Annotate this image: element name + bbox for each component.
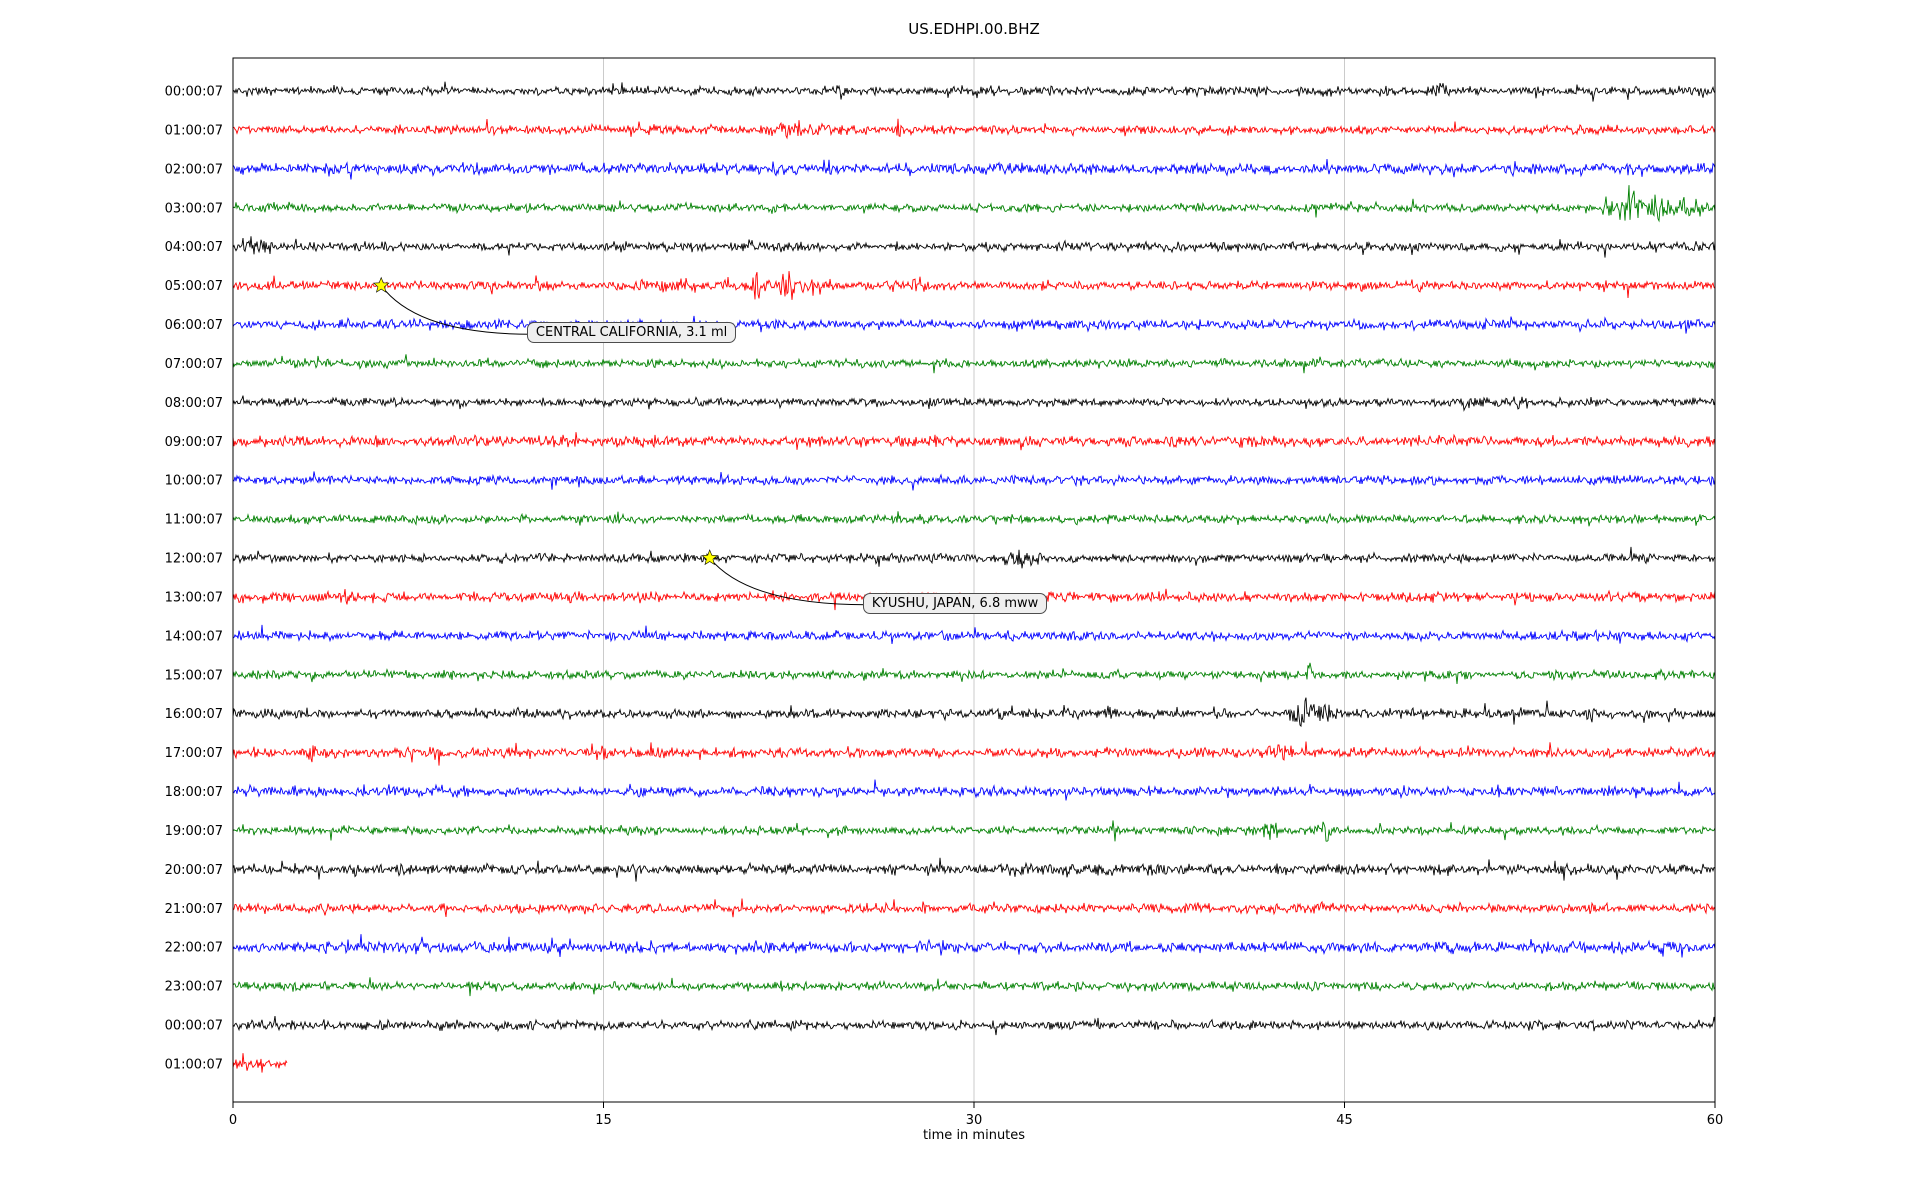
seismogram-trace-row-25: [232, 1053, 288, 1073]
seismogram-trace-row-2: [232, 158, 1716, 180]
seismogram-trace-row-7: [232, 354, 1716, 374]
trace-time-label: 15:00:07: [165, 668, 223, 683]
seismogram-trace-row-10: [232, 471, 1716, 491]
trace-time-label: 12:00:07: [165, 552, 223, 567]
trace-time-label: 20:00:07: [165, 863, 223, 878]
x-tick-label: 0: [229, 1113, 237, 1128]
trace-time-label: 04:00:07: [165, 240, 223, 255]
trace-time-label: 21:00:07: [165, 902, 223, 917]
seismogram-trace-row-18: [232, 779, 1716, 801]
trace-time-label: 10:00:07: [165, 474, 223, 489]
seismogram-trace-row-17: [232, 741, 1716, 766]
trace-time-label: 02:00:07: [165, 162, 223, 177]
trace-time-label: 13:00:07: [165, 590, 223, 605]
seismogram-trace-row-22: [232, 934, 1716, 958]
seismogram-trace-row-0: [232, 81, 1716, 102]
annotation-connector: [709, 557, 867, 606]
trace-time-label: 19:00:07: [165, 824, 223, 839]
trace-time-label: 16:00:07: [165, 707, 223, 722]
x-tick-label: 60: [1707, 1113, 1724, 1128]
event-star-marker: [372, 276, 390, 293]
seismogram-trace-row-3: [232, 185, 1716, 223]
seismogram-trace-row-20: [232, 857, 1716, 882]
event-star-marker: [701, 549, 719, 566]
seismogram-trace-row-9: [232, 432, 1716, 451]
event-annotation-label: CENTRAL CALIFORNIA, 3.1 ml: [526, 322, 737, 344]
trace-time-label: 17:00:07: [165, 746, 223, 761]
plot-title: US.EDHPI.00.BHZ: [908, 20, 1040, 38]
trace-time-label: 01:00:07: [165, 1058, 223, 1073]
x-tick-label: 30: [966, 1113, 983, 1128]
trace-time-label: 05:00:07: [165, 279, 223, 294]
trace-time-label: 09:00:07: [165, 435, 223, 450]
trace-time-label: 06:00:07: [165, 318, 223, 333]
trace-time-label: 00:00:07: [165, 85, 223, 100]
x-tick-label: 45: [1336, 1113, 1353, 1128]
trace-time-label: 22:00:07: [165, 941, 223, 956]
trace-time-label: 23:00:07: [165, 980, 223, 995]
seismogram-trace-row-24: [232, 1016, 1716, 1036]
seismogram-trace-row-5: [232, 271, 1716, 300]
trace-time-label: 03:00:07: [165, 201, 223, 216]
seismogram-trace-row-4: [232, 236, 1716, 258]
trace-time-label: 00:00:07: [165, 1019, 223, 1034]
seismogram-trace-row-16: [232, 697, 1716, 728]
seismogram-trace-row-8: [232, 395, 1716, 412]
trace-time-label: 08:00:07: [165, 396, 223, 411]
trace-time-label: 18:00:07: [165, 785, 223, 800]
annotation-connector: [380, 285, 531, 335]
seismogram-trace-row-15: [232, 662, 1716, 685]
seismogram-trace-row-12: [232, 546, 1716, 569]
seismogram-trace-row-19: [232, 820, 1716, 842]
trace-time-label: 14:00:07: [165, 629, 223, 644]
trace-time-label: 11:00:07: [165, 513, 223, 528]
seismogram-trace-row-1: [232, 118, 1716, 140]
x-axis-label: time in minutes: [922, 1128, 1026, 1143]
seismogram-trace-row-11: [232, 511, 1716, 527]
trace-time-label: 07:00:07: [165, 357, 223, 372]
seismogram-trace-row-14: [232, 624, 1716, 644]
event-annotation-label: KYUSHU, JAPAN, 6.8 mww: [862, 592, 1048, 614]
seismogram-trace-row-6: [232, 315, 1716, 335]
x-tick-label: 15: [595, 1113, 612, 1128]
seismogram-trace-row-23: [232, 977, 1716, 997]
trace-time-label: 01:00:07: [165, 123, 223, 138]
seismogram-trace-row-21: [232, 898, 1716, 918]
